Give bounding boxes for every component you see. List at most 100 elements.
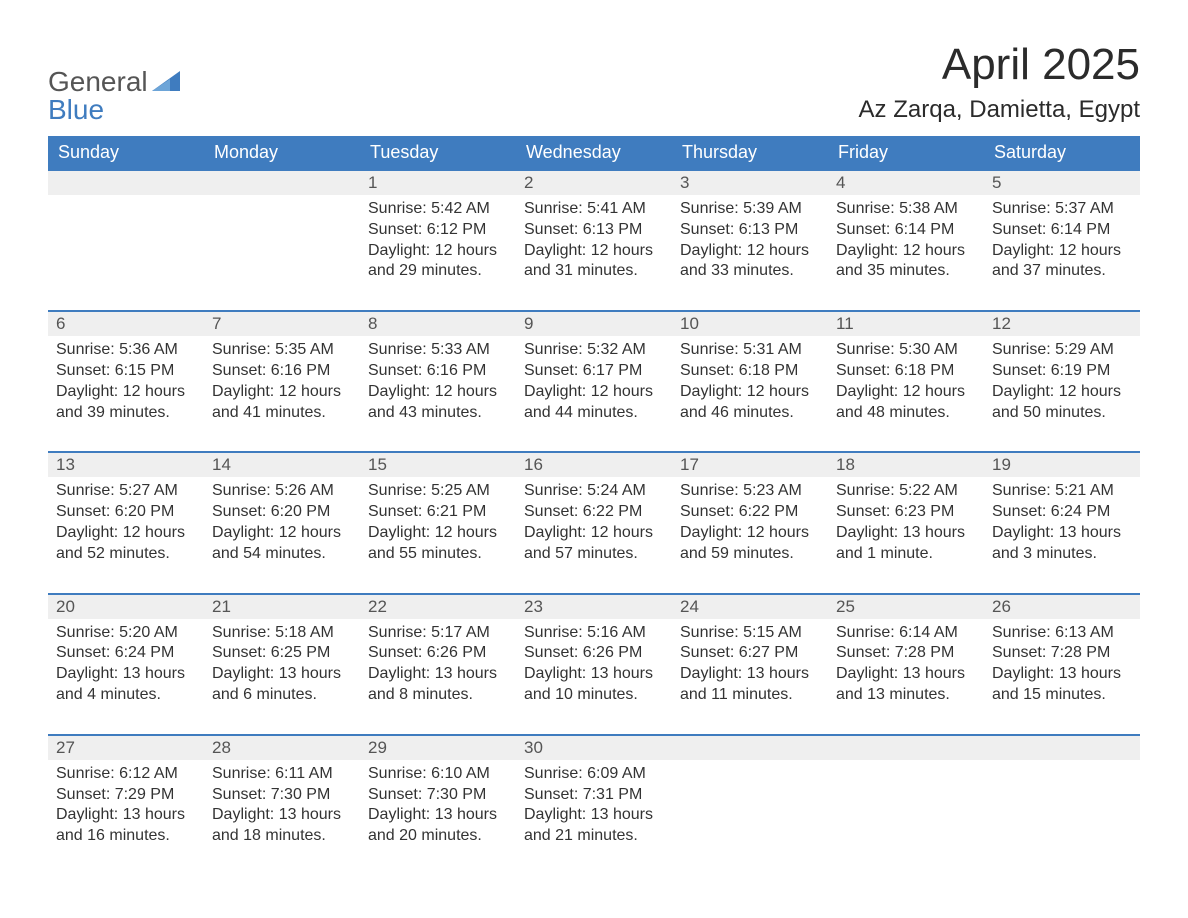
day-sunset: Sunset: 6:22 PM	[680, 502, 820, 523]
day-sunrise: Sunrise: 5:35 AM	[212, 340, 352, 361]
day-sunset: Sunset: 7:31 PM	[524, 785, 664, 806]
day-sunset: Sunset: 7:30 PM	[212, 785, 352, 806]
calendar-body: 12345Sunrise: 5:42 AMSunset: 6:12 PMDayl…	[48, 170, 1140, 857]
day-number-cell	[204, 170, 360, 195]
day-sunset: Sunset: 6:14 PM	[992, 220, 1132, 241]
day-number-cell: 27	[48, 735, 204, 760]
day-daylight2: and 16 minutes.	[56, 826, 196, 847]
day-number-cell: 14	[204, 452, 360, 477]
day-daylight1: Daylight: 13 hours	[56, 664, 196, 685]
day-daylight1: Daylight: 12 hours	[992, 382, 1132, 403]
day-daylight1: Daylight: 12 hours	[56, 523, 196, 544]
day-number-cell: 3	[672, 170, 828, 195]
day-sunrise: Sunrise: 5:23 AM	[680, 481, 820, 502]
day-sunrise: Sunrise: 5:22 AM	[836, 481, 976, 502]
daynum-row: 27282930	[48, 735, 1140, 760]
weekday-header-row: Sunday Monday Tuesday Wednesday Thursday…	[48, 136, 1140, 170]
day-number-cell: 16	[516, 452, 672, 477]
day-sunset: Sunset: 6:18 PM	[836, 361, 976, 382]
day-number-cell	[984, 735, 1140, 760]
weekday-header: Tuesday	[360, 136, 516, 170]
day-number-cell: 18	[828, 452, 984, 477]
day-sunset: Sunset: 7:29 PM	[56, 785, 196, 806]
day-sunset: Sunset: 7:30 PM	[368, 785, 508, 806]
day-number-cell: 2	[516, 170, 672, 195]
day-content-cell	[672, 760, 828, 857]
day-content-cell: Sunrise: 5:30 AMSunset: 6:18 PMDaylight:…	[828, 336, 984, 452]
day-content-cell	[828, 760, 984, 857]
day-content-cell: Sunrise: 5:24 AMSunset: 6:22 PMDaylight:…	[516, 477, 672, 593]
daynum-row: 13141516171819	[48, 452, 1140, 477]
logo-text-line1: General	[48, 66, 148, 97]
day-content-cell: Sunrise: 5:29 AMSunset: 6:19 PMDaylight:…	[984, 336, 1140, 452]
day-sunrise: Sunrise: 5:30 AM	[836, 340, 976, 361]
day-sunset: Sunset: 6:27 PM	[680, 643, 820, 664]
day-sunset: Sunset: 6:19 PM	[992, 361, 1132, 382]
day-content-cell: Sunrise: 5:27 AMSunset: 6:20 PMDaylight:…	[48, 477, 204, 593]
day-daylight1: Daylight: 13 hours	[212, 664, 352, 685]
day-content-cell: Sunrise: 5:21 AMSunset: 6:24 PMDaylight:…	[984, 477, 1140, 593]
day-sunrise: Sunrise: 6:11 AM	[212, 764, 352, 785]
day-content-cell: Sunrise: 5:38 AMSunset: 6:14 PMDaylight:…	[828, 195, 984, 311]
page-title: April 2025	[859, 40, 1140, 90]
day-sunrise: Sunrise: 5:26 AM	[212, 481, 352, 502]
day-content-cell: Sunrise: 5:39 AMSunset: 6:13 PMDaylight:…	[672, 195, 828, 311]
day-daylight1: Daylight: 12 hours	[680, 241, 820, 262]
day-daylight1: Daylight: 12 hours	[524, 382, 664, 403]
day-number-cell: 11	[828, 311, 984, 336]
day-daylight1: Daylight: 13 hours	[524, 664, 664, 685]
day-sunset: Sunset: 6:13 PM	[524, 220, 664, 241]
day-number-cell: 26	[984, 594, 1140, 619]
day-sunset: Sunset: 6:20 PM	[56, 502, 196, 523]
day-daylight2: and 11 minutes.	[680, 685, 820, 706]
day-daylight1: Daylight: 12 hours	[836, 382, 976, 403]
daycontent-row: Sunrise: 5:42 AMSunset: 6:12 PMDaylight:…	[48, 195, 1140, 311]
logo-text-line2: Blue	[48, 94, 104, 125]
flag-icon	[152, 71, 180, 91]
day-sunset: Sunset: 6:15 PM	[56, 361, 196, 382]
day-daylight2: and 6 minutes.	[212, 685, 352, 706]
day-number-cell: 8	[360, 311, 516, 336]
day-daylight2: and 43 minutes.	[368, 403, 508, 424]
daycontent-row: Sunrise: 5:27 AMSunset: 6:20 PMDaylight:…	[48, 477, 1140, 593]
day-number-cell: 23	[516, 594, 672, 619]
day-content-cell: Sunrise: 6:14 AMSunset: 7:28 PMDaylight:…	[828, 619, 984, 735]
day-number-cell: 22	[360, 594, 516, 619]
day-number-cell: 29	[360, 735, 516, 760]
day-daylight1: Daylight: 12 hours	[368, 382, 508, 403]
day-sunrise: Sunrise: 6:14 AM	[836, 623, 976, 644]
day-sunset: Sunset: 6:18 PM	[680, 361, 820, 382]
day-content-cell: Sunrise: 5:15 AMSunset: 6:27 PMDaylight:…	[672, 619, 828, 735]
day-number-cell: 20	[48, 594, 204, 619]
day-daylight2: and 21 minutes.	[524, 826, 664, 847]
day-number-cell: 21	[204, 594, 360, 619]
day-sunrise: Sunrise: 5:33 AM	[368, 340, 508, 361]
day-content-cell: Sunrise: 5:20 AMSunset: 6:24 PMDaylight:…	[48, 619, 204, 735]
day-content-cell: Sunrise: 5:36 AMSunset: 6:15 PMDaylight:…	[48, 336, 204, 452]
day-sunset: Sunset: 6:26 PM	[368, 643, 508, 664]
day-daylight1: Daylight: 12 hours	[56, 382, 196, 403]
day-number-cell: 9	[516, 311, 672, 336]
weekday-header: Thursday	[672, 136, 828, 170]
day-daylight1: Daylight: 13 hours	[212, 805, 352, 826]
day-content-cell: Sunrise: 5:31 AMSunset: 6:18 PMDaylight:…	[672, 336, 828, 452]
day-daylight1: Daylight: 13 hours	[836, 523, 976, 544]
day-daylight1: Daylight: 12 hours	[680, 523, 820, 544]
day-daylight2: and 20 minutes.	[368, 826, 508, 847]
day-content-cell: Sunrise: 5:25 AMSunset: 6:21 PMDaylight:…	[360, 477, 516, 593]
day-content-cell: Sunrise: 6:13 AMSunset: 7:28 PMDaylight:…	[984, 619, 1140, 735]
day-sunrise: Sunrise: 5:15 AM	[680, 623, 820, 644]
day-sunrise: Sunrise: 5:27 AM	[56, 481, 196, 502]
day-sunrise: Sunrise: 6:13 AM	[992, 623, 1132, 644]
day-sunset: Sunset: 6:24 PM	[992, 502, 1132, 523]
daynum-row: 20212223242526	[48, 594, 1140, 619]
day-daylight1: Daylight: 13 hours	[836, 664, 976, 685]
day-number-cell: 10	[672, 311, 828, 336]
day-sunset: Sunset: 6:26 PM	[524, 643, 664, 664]
day-daylight2: and 29 minutes.	[368, 261, 508, 282]
day-daylight2: and 4 minutes.	[56, 685, 196, 706]
day-number-cell: 1	[360, 170, 516, 195]
day-daylight1: Daylight: 13 hours	[368, 805, 508, 826]
day-sunrise: Sunrise: 5:41 AM	[524, 199, 664, 220]
day-content-cell: Sunrise: 5:32 AMSunset: 6:17 PMDaylight:…	[516, 336, 672, 452]
